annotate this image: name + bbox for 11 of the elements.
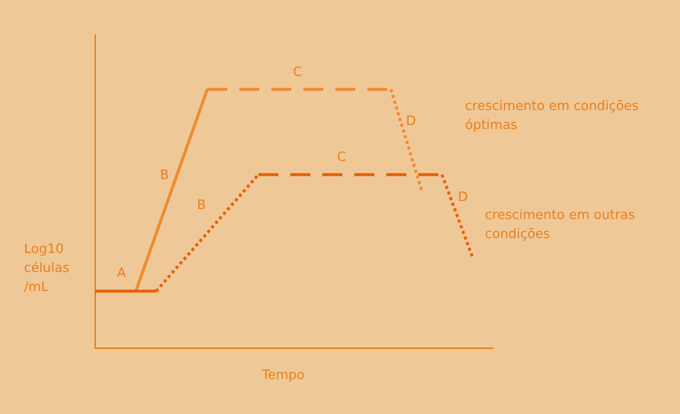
annotation: D [406, 113, 416, 131]
annotation: B [197, 197, 206, 215]
annotation: crescimento em outras condições [485, 207, 636, 244]
annotation: D [458, 189, 468, 207]
annotation: crescimento em condições óptimas [465, 98, 640, 135]
text: C [293, 64, 302, 82]
annotation: A [117, 265, 126, 283]
annotation: B [160, 167, 169, 185]
annotation: C [337, 149, 346, 167]
y-axis-title: Log10 células /mL [24, 241, 70, 297]
x-axis-title: Tempo [262, 367, 305, 385]
